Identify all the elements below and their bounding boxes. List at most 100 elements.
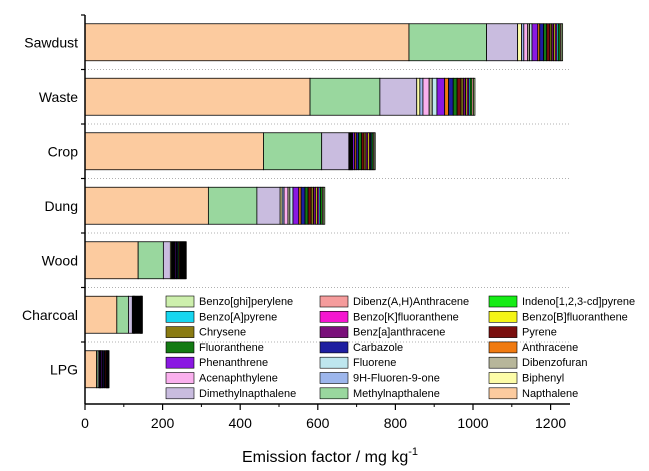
x-tick-label: 1000 [457,415,488,431]
legend-item-pyrene: Pyrene [488,326,557,339]
bar-segment-fluoranthene [543,23,548,62]
bar-stack-charcoal [84,295,143,334]
legend-item-methylnapthalene: Methylnapthalene [319,387,440,400]
legend-swatch [165,341,195,354]
category-label: Waste [39,89,78,105]
legend-item-9h-fluoren-9-one: 9H-Fluoren-9-one [319,372,440,385]
legend-item-benzo-ghi-perylene: Benzo[ghi]perylene [165,295,293,308]
legend-item-fluoranthene: Fluoranthene [165,341,264,354]
legend-swatch [319,341,349,354]
legend-swatch [319,310,349,323]
legend-item-benzo-a-pyrene: Benzo[A]pyrene [165,310,277,323]
x-axis-title-superscript: -1 [408,446,418,458]
bar-segment-pyrene [546,23,551,62]
category-label: Sawdust [24,34,78,50]
bar-segment-methylnapthalene [207,186,258,225]
legend-swatch [319,295,349,308]
legend-item-indeno-1-2-3-cd-pyrene: Indeno[1,2,3-cd]pyrene [488,295,635,308]
legend-label: Fluoranthene [199,342,264,354]
legend-label: Napthalene [522,388,578,400]
legend-swatch [165,295,195,308]
bar-segment-benzo-ghi-perylene [185,241,187,280]
bar-segment-napthalene [84,23,410,62]
category-label: LPG [50,361,78,377]
bar-stack-sawdust [84,23,564,62]
legend-item-carbazole: Carbazole [319,341,403,354]
bar-segment-benzo-ghi-perylene [560,23,564,62]
bar-segment-dimethylnapthalene [486,23,519,62]
legend-item-benzo-b-fluoranthene: Benzo[B]fluoranthene [488,310,628,323]
legend-label: 9H-Fluoren-9-one [353,373,440,385]
x-axis-title: Emission factor / mg kg-1 [242,446,418,466]
legend-item-dibenzofuran: Dibenzofuran [488,356,587,369]
legend-label: Carbazole [353,342,403,354]
x-ticks: 0 200 400 600 800 1000 1200 [81,404,566,431]
legend: Benzo[ghi]perylene Dibenz(A,H)Anthracene I… [165,295,635,400]
legend-label: Benzo[ghi]perylene [199,296,293,308]
bar-segment-dimethylnapthalene [162,241,171,280]
x-tick-label: 1200 [535,415,566,431]
bar-segment-phenanthrene [436,77,446,116]
legend-swatch [488,310,518,323]
bar-stack-waste [84,77,476,116]
bar-segment-carbazole [539,23,545,62]
bar-stacks [84,23,564,389]
bar-segment-9h-fluoren-9-one [419,77,424,116]
legend-label: Methylnapthalene [353,388,440,400]
bar-segment-napthalene [84,295,118,334]
legend-label: Phenanthrene [199,357,268,369]
bar-segment-benzo-ghi-perylene [373,132,376,171]
legend-item-dimethylnapthalene: Dimethylnapthalene [165,387,296,400]
bar-stack-wood [84,241,187,280]
legend-swatch [165,372,195,384]
category-label: Dung [45,198,78,214]
bar-stack-dung [84,186,326,225]
bar-segment-napthalene [84,132,264,171]
bar-segment-acenaphthylene [283,186,289,225]
legend-swatch [488,326,518,338]
legend-label: Benzo[A]pyrene [199,311,277,323]
bar-segment-pyrene [307,186,312,225]
bar-segment-fluorene [289,186,294,225]
bar-segment-acenaphthylene [523,23,529,62]
bar-segment-methylnapthalene [116,295,129,334]
category-label: Charcoal [22,307,78,323]
legend-item-fluorene: Fluorene [319,356,396,369]
legend-item-anthracene: Anthracene [488,341,578,354]
legend-swatch [165,326,195,338]
x-tick-label: 400 [229,415,253,431]
bar-segment-methylnapthalene [263,132,323,171]
legend-item-benz-a-anthracene: Benz[a]anthracene [319,326,445,339]
legend-label: Dibenz(A,H)Anthracene [353,296,469,308]
bar-segment-dimethylnapthalene [379,77,418,116]
legend-swatch [488,387,518,400]
legend-label: Benzo[K]fluoranthene [353,311,459,323]
bar-segment-benzo-ghi-perylene [472,77,476,116]
bar-segment-anthracene [444,77,449,116]
x-tick-label: 600 [306,415,330,431]
bar-segment-fluorene [431,77,438,116]
bar-segment-benzo-ghi-perylene [322,186,326,225]
legend-item-dibenz-a-h-anthracene: Dibenz(A,H)Anthracene [319,295,469,308]
legend-label: Benzo[B]fluoranthene [522,311,628,323]
bar-segment-fluoranthene [304,186,309,225]
legend-label: Anthracene [522,342,578,354]
bar-segment-fluoranthene [358,132,363,171]
bar-segment-dimethylnapthalene [256,186,281,225]
bar-stack-crop [84,132,376,171]
axes [84,15,570,405]
bar-segment-pyrene [456,77,462,116]
bar-segment-carbazole [448,77,454,116]
x-tick-label: 200 [151,415,175,431]
bar-segment-methylnapthalene [408,23,487,62]
bar-segment-napthalene [84,350,98,389]
legend-swatch [165,310,195,323]
legend-label: Pyrene [522,327,557,339]
category-label: Wood [42,252,78,268]
legend-swatch [488,372,518,384]
bar-segment-phenanthrene [292,186,300,225]
category-labels: Sawdust Waste Crop Dung Wood Charcoal LPG [22,14,85,377]
legend-label: Fluorene [353,357,396,369]
x-tick-label: 800 [384,415,408,431]
